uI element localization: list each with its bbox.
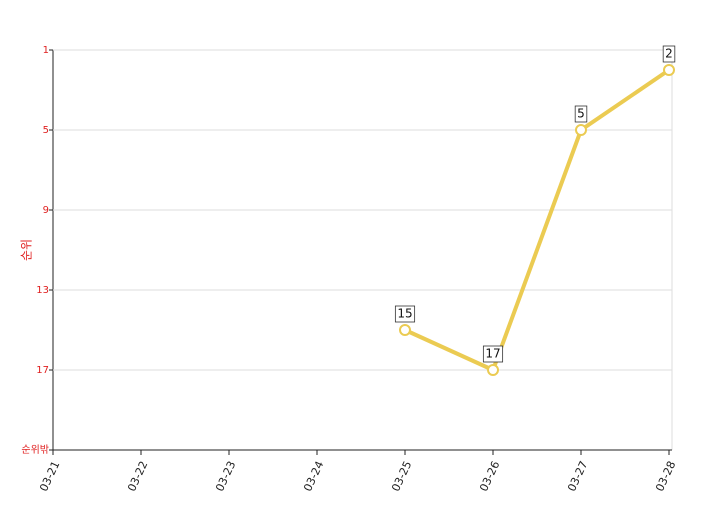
x-tick-label: 03-22	[125, 459, 150, 493]
y-tick-label: 13	[36, 285, 49, 296]
y-tick-label: 17	[36, 365, 49, 376]
x-tick-label: 03-25	[389, 459, 414, 493]
value-label: 5	[577, 107, 585, 121]
x-tick-label: 03-26	[477, 459, 502, 493]
marker	[575, 124, 587, 136]
value-label-box	[662, 45, 676, 63]
value-label: 2	[665, 47, 673, 61]
value-label-box	[574, 105, 588, 123]
marker	[399, 324, 411, 336]
x-tick-label: 03-28	[653, 459, 678, 493]
marker	[663, 64, 675, 76]
y-axis-label: 순위	[20, 239, 34, 261]
line	[404, 68, 671, 372]
x-tick-label: 03-24	[301, 459, 326, 493]
y-tick-label: 5	[43, 125, 49, 136]
x-tick-label: 03-21	[37, 459, 62, 493]
x-tick-label: 03-23	[213, 459, 238, 493]
value-label: 15	[397, 307, 412, 321]
y-tick-label: 1	[43, 45, 49, 56]
marker	[487, 364, 499, 376]
y-tick-label: 9	[43, 205, 49, 216]
x-tick-label: 03-27	[565, 459, 590, 493]
value-label-box	[482, 345, 504, 363]
value-label-box	[394, 305, 416, 323]
y-tick-label: 순위밖	[21, 443, 49, 456]
value-label: 17	[485, 347, 500, 361]
